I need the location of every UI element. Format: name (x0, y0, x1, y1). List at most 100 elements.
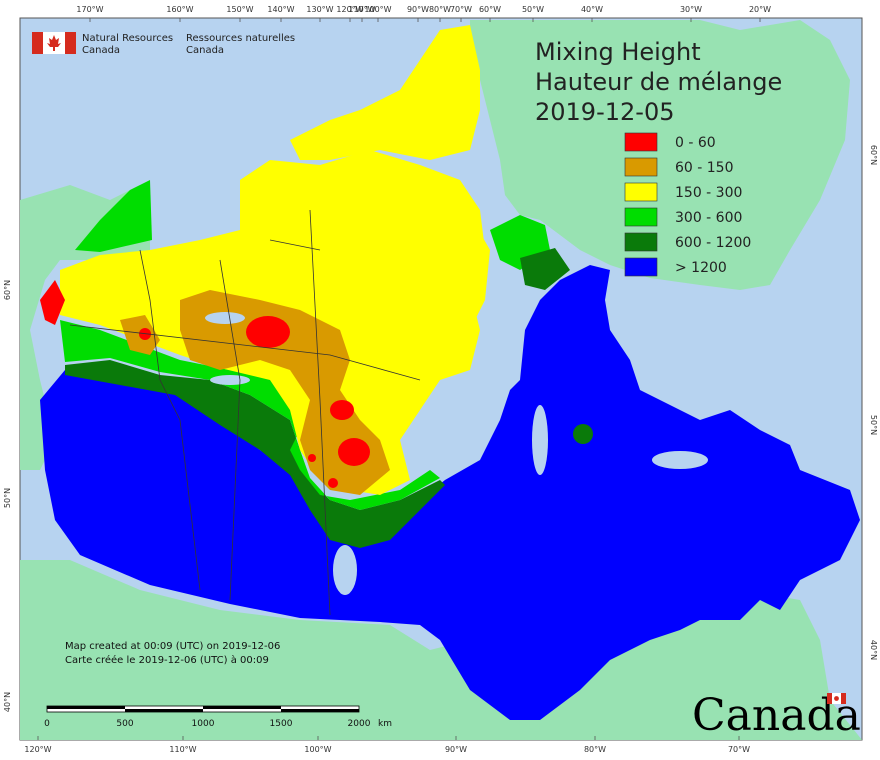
canada-light-green-region (60, 320, 440, 510)
bottom-ticks: 120°W 110°W 100°W 90°W 80°W 70°W (24, 736, 750, 754)
legend-swatch-1 (624, 157, 658, 177)
scale-bar: 0 500 1000 1500 2000 km (44, 705, 392, 729)
canada-wordmark: Canada (692, 690, 861, 741)
left-tick-label-0: 60°N (3, 280, 12, 300)
top-tick-label-5: 120°W (336, 5, 363, 14)
bottom-tick-label-3: 90°W (445, 745, 467, 754)
top-tick-label-12: 50°W (522, 5, 544, 14)
arctic-islands-yellow-region (290, 25, 480, 160)
gulf-st-lawrence (652, 451, 708, 469)
scale-label-0: 0 (44, 719, 50, 729)
scale-label-4: 2000 (348, 719, 371, 729)
top-tick-label-6: 110°W (348, 5, 375, 14)
legend-label-4: 600 - 1200 (675, 235, 751, 251)
canada-dark-green-region (65, 360, 445, 548)
lakes (205, 312, 708, 595)
top-tick-label-1: 160°W (166, 5, 193, 14)
red-zone-alaska-coast (40, 280, 65, 325)
title-date: 2019-12-05 (535, 98, 674, 126)
top-tick-label-8: 90°W (407, 5, 429, 14)
wordmark-leaf-icon (834, 696, 839, 701)
top-tick-label-11: 60°W (479, 5, 501, 14)
red-zone-1 (246, 316, 290, 348)
scale-seg-4 (281, 709, 359, 712)
legend-swatch-0 (624, 132, 658, 152)
red-zone-5 (328, 478, 338, 488)
top-tick-label-13: 40°W (581, 5, 603, 14)
title-fr: Hauteur de mélange (535, 68, 782, 96)
top-tick-label-2: 150°W (226, 5, 253, 14)
left-tick-label-1: 50°N (3, 488, 12, 508)
province-borders (69, 209, 421, 616)
bottom-tick-label-4: 80°W (584, 745, 606, 754)
agency-en-line2: Canada (82, 45, 120, 56)
baffin-yellow-region (400, 180, 490, 330)
top-tick-label-14: 30°W (680, 5, 702, 14)
left-tick-label-2: 40°N (3, 692, 12, 712)
map-created-note-fr: Carte créée le 2019-12-06 (UTC) à 00:09 (65, 654, 269, 666)
red-zone-6 (308, 454, 316, 462)
border-sk-mb (309, 209, 331, 616)
labrador-dark-green-region (520, 248, 570, 290)
greenland-landmass (470, 20, 850, 290)
border-ab-sk (219, 259, 241, 601)
border-60n (69, 324, 421, 381)
agency-fr-line1: Ressources naturelles (186, 33, 295, 44)
bottom-tick-label-1: 110°W (169, 745, 196, 754)
legend-label-0: 0 - 60 (675, 135, 716, 151)
red-zone-3 (338, 438, 370, 466)
scale-seg-1 (47, 706, 125, 709)
left-ticks: 60°N 50°N 40°N (3, 280, 12, 712)
top-tick-label-9: 80°W (429, 5, 451, 14)
top-tick-label-3: 140°W (267, 5, 294, 14)
map-title: Mixing Height Hauteur de mélange 2019-12… (535, 38, 782, 126)
top-tick-label-4: 130°W (306, 5, 333, 14)
flag-left-bar (32, 32, 43, 54)
map-created-note-en: Map created at 00:09 (UTC) on 2019-12-06 (65, 641, 280, 652)
right-ticks: 60°N 50°N 40°N (869, 145, 878, 660)
scale-seg-3 (203, 706, 281, 709)
scale-unit: km (378, 719, 392, 729)
agency-fr-line2: Canada (186, 45, 224, 56)
agency-en-line1: Natural Resources (82, 33, 173, 44)
right-tick-label-1: 50°N (869, 415, 878, 435)
lake-3 (210, 375, 250, 385)
wordmark-flag-left (827, 693, 832, 704)
legend-label-5: > 1200 (675, 260, 727, 276)
agency-branding: Natural Resources Canada Ressources natu… (32, 32, 295, 56)
quebec-green-spot (573, 424, 593, 444)
legend-swatch-3 (624, 207, 658, 227)
scale-label-3: 1500 (270, 719, 293, 729)
top-ticks: 170°W 160°W 150°W 140°W 130°W 120°W110°W100°W… (76, 5, 771, 22)
lake-2 (205, 312, 245, 324)
red-zone-2 (330, 400, 354, 420)
top-tick-label-0: 170°W (76, 5, 103, 14)
scale-label-1: 500 (116, 719, 133, 729)
bottom-tick-label-2: 100°W (304, 745, 331, 754)
border-nt-nu (269, 239, 321, 251)
maple-leaf-icon (47, 35, 61, 51)
red-zones (40, 280, 370, 488)
bottom-tick-label-0: 120°W (24, 745, 51, 754)
bottom-tick-label-5: 70°W (728, 745, 750, 754)
border-bc-ab (139, 249, 201, 591)
legend-label-1: 60 - 150 (675, 160, 734, 176)
lake-1 (333, 545, 357, 595)
legend-swatch-5 (624, 257, 658, 277)
title-en: Mixing Height (535, 38, 701, 66)
top-tick-label-10: 70°W (450, 5, 472, 14)
top-tick-label-7: 100°W (364, 5, 391, 14)
scale-label-2: 1000 (192, 719, 215, 729)
hudson-bay-edge (532, 405, 548, 475)
right-tick-label-2: 40°N (869, 640, 878, 660)
legend-swatch-2 (624, 182, 658, 202)
scale-seg-2 (125, 709, 203, 712)
wordmark-flag-right (841, 693, 846, 704)
canada-blue-region (40, 265, 860, 720)
right-tick-label-0: 60°N (869, 145, 878, 165)
top-tick-label-15: 20°W (749, 5, 771, 14)
legend-label-3: 300 - 600 (675, 210, 742, 226)
legend: 0 - 60 60 - 150 150 - 300 300 - 600 600 - 12… (624, 132, 751, 277)
flag-right-bar (65, 32, 76, 54)
